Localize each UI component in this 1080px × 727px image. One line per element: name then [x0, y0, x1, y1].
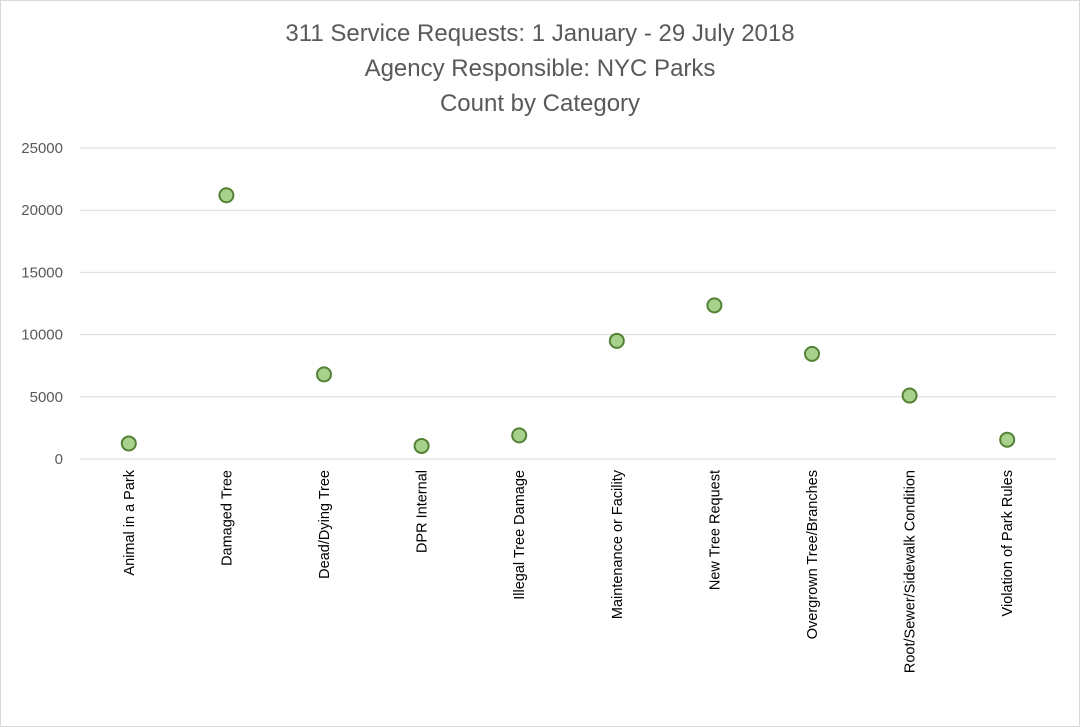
chart-title-line-2: Agency Responsible: NYC Parks: [364, 55, 716, 82]
y-axis-ticks: 0 5000 10000 15000 20000 25000: [21, 140, 63, 468]
x-category-label: Dead/Dying Tree: [317, 470, 333, 579]
data-point: [804, 345, 820, 362]
y-tick-label: 0: [55, 451, 63, 468]
y-tick-label: 10000: [21, 327, 63, 344]
data-point: [316, 366, 332, 383]
data-point: [999, 431, 1016, 448]
chart-title-line-1: 311 Service Requests: 1 January - 29 Jul…: [285, 20, 795, 47]
y-tick-label: 20000: [21, 202, 63, 219]
data-point: [120, 435, 137, 452]
chart-title: 311 Service Requests: 1 January - 29 Jul…: [0, 16, 1080, 121]
gridlines: [80, 147, 1056, 460]
y-tick-label: 15000: [21, 264, 63, 281]
data-point: [218, 187, 235, 204]
data-points: [120, 187, 1016, 454]
x-category-label: Illegal Tree Damage: [512, 470, 528, 600]
x-category-label: DPR Internal: [415, 470, 431, 553]
y-tick-label: 25000: [21, 140, 63, 157]
chart-title-line-3: Count by Category: [439, 90, 641, 117]
x-category-label: Root/Sewer/Sidewalk Condition: [903, 470, 919, 673]
x-category-label: Animal in a Park: [122, 469, 138, 575]
x-category-label: Damaged Tree: [219, 470, 235, 566]
x-category-label: New Tree Request: [707, 470, 723, 590]
data-point: [608, 332, 625, 349]
x-axis-category-labels: Animal in a Park Damaged Tree Dead/Dying T…: [122, 469, 1016, 673]
data-point: [901, 387, 918, 404]
x-category-label: Violation of Park Rules: [1000, 470, 1016, 616]
y-tick-label: 5000: [30, 389, 63, 406]
x-category-label: Maintenance or Facility: [610, 469, 626, 619]
data-point: [706, 297, 723, 314]
data-point: [511, 427, 528, 444]
x-category-label: Overgrown Tree/Branches: [805, 470, 821, 639]
data-point: [413, 437, 430, 454]
